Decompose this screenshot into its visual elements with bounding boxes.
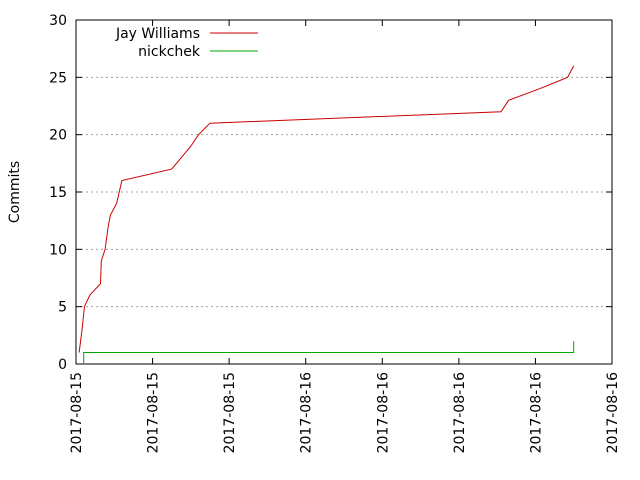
series-line-jay-williams [78,65,575,353]
x-tick-label: 2017-08-15 [146,372,162,453]
y-tick-label: 30 [49,13,67,29]
x-tick-label: 2017-08-16 [299,372,315,453]
x-tick-label: 2017-08-16 [605,372,621,453]
x-tick-label: 2017-08-16 [528,372,544,453]
y-tick-label: 5 [58,300,67,316]
axes: 0 5 10 15 20 25 30 2017-08-15 2017-08-15 2017-08-… [49,13,621,453]
legend-label: Jay Williams [115,26,200,42]
legend: Jay Williams nickchek [115,26,258,60]
x-tick-label: 2017-08-16 [375,372,391,453]
plot-border [75,19,613,365]
x-tick-label: 2017-08-16 [452,372,468,453]
y-tick-label: 20 [49,128,67,144]
y-tick-label: 25 [49,70,67,86]
y-tick-label: 10 [49,242,67,258]
x-tick-label: 2017-08-15 [69,372,85,453]
y-axis-label: Commits [7,161,23,223]
series-line-nickchek [83,341,575,364]
series-lines [78,65,575,364]
x-tick-label: 2017-08-15 [222,372,238,453]
legend-label: nickchek [138,44,201,60]
y-tick-label: 0 [58,357,67,373]
y-tick-label: 15 [49,185,67,201]
gridlines [76,76,612,308]
